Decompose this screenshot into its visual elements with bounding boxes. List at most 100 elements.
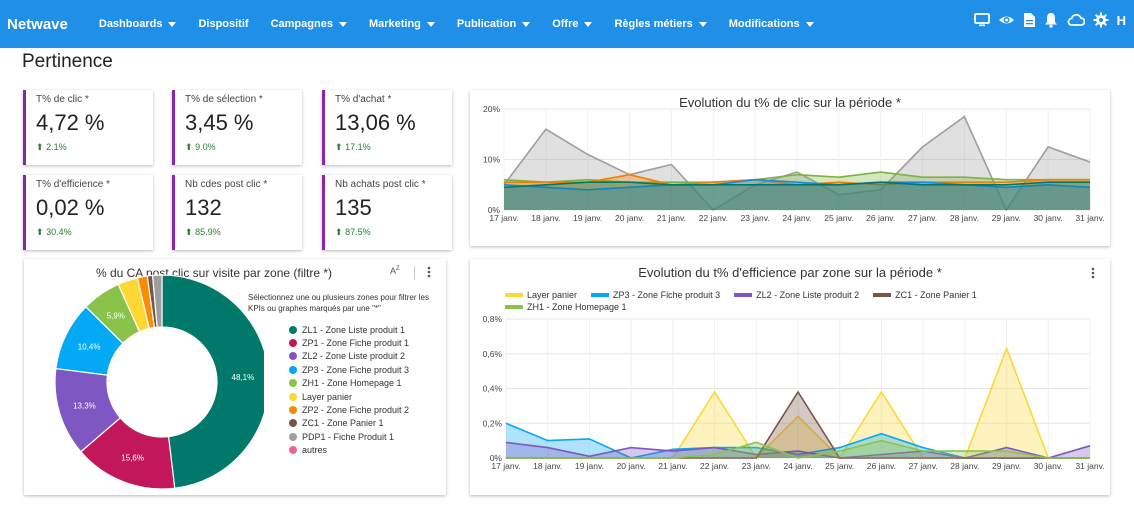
- series-line[interactable]: [503, 181, 1090, 189]
- legend-label: ZP1 - Zone Fiche produit 1: [302, 338, 410, 349]
- x-tick-label: 29 janv.: [992, 213, 1021, 223]
- legend-item[interactable]: autres: [289, 444, 409, 457]
- legend-swatch: [505, 305, 523, 309]
- series-area: [504, 179, 1090, 210]
- chart-efficience[interactable]: 0% 0,2% 0,4% 0,6% 0,8% 17 janv. 18 janv. 19 jan…: [470, 259, 1110, 495]
- series-line[interactable]: [503, 178, 1091, 191]
- kpi-delta: ⬆ 9.0%: [185, 142, 302, 153]
- kpi-card[interactable]: Nb cdes post clic * 132 ⬆ 85.9%: [172, 175, 302, 250]
- kpi-delta: ⬆ 87.5%: [335, 227, 452, 238]
- cloud-icon[interactable]: [1066, 12, 1085, 28]
- nav-item-1[interactable]: Dispositif: [198, 18, 248, 30]
- kpi-label: T% d'efficience *: [36, 179, 110, 190]
- legend-dot: [289, 325, 297, 334]
- sort-az-icon[interactable]: AZ: [390, 266, 400, 276]
- series-area: [504, 182, 1090, 210]
- legend-item[interactable]: Layer panier: [289, 390, 409, 403]
- donut-legend: ZL1 - Zone Liste produit 1 ZP1 - Zone Fic…: [289, 323, 409, 457]
- kpi-delta-value: 17.1%: [345, 142, 371, 152]
- donut-slice-label: 13,3%: [73, 401, 96, 410]
- arrow-up-icon: ⬆: [335, 142, 343, 152]
- kpi-card[interactable]: T% de sélection * 3,45 % ⬆ 9.0%: [172, 90, 302, 165]
- legend-item[interactable]: ZC1 - Zone Panier 1: [873, 289, 977, 301]
- series-line[interactable]: [506, 439, 1090, 459]
- legend-item[interactable]: ZH1 - Zone Homepage 1: [289, 377, 409, 390]
- nav-item-2[interactable]: Campagnes: [271, 18, 347, 30]
- legend-item[interactable]: ZH1 - Zone Homepage 1: [505, 301, 627, 313]
- x-tick-label: 18 janv.: [533, 461, 562, 471]
- x-tick-label: 17 janv.: [491, 461, 520, 471]
- legend-label: ZL2 - Zone Liste produit 2: [302, 351, 406, 362]
- user-menu[interactable]: H: [1116, 12, 1126, 28]
- legend-item[interactable]: ZP1 - Zone Fiche produit 1: [289, 336, 409, 349]
- nav-item-6[interactable]: Règles métiers: [614, 18, 707, 30]
- legend-item[interactable]: ZL1 - Zone Liste produit 1: [289, 323, 409, 336]
- series-area: [506, 442, 1090, 458]
- kpi-card[interactable]: T% de clic * 4,72 % ⬆ 2.1%: [23, 90, 153, 165]
- toolbar-divider: [414, 266, 415, 280]
- nav-item-3[interactable]: Marketing: [369, 18, 435, 30]
- bell-icon[interactable]: [1044, 12, 1058, 28]
- x-tick-label: 31 janv.: [1075, 461, 1104, 471]
- x-tick-label: 21 janv.: [657, 213, 686, 223]
- chevron-down-icon: [698, 21, 707, 27]
- kpi-value: 0,02 %: [36, 195, 105, 220]
- nav-item-0[interactable]: Dashboards: [99, 18, 177, 30]
- kebab-menu-icon[interactable]: [426, 265, 432, 284]
- nav-item-4[interactable]: Publication: [456, 18, 531, 30]
- chart-donut[interactable]: 48,1% 15,6% 13,3% 10,4% 5,9%: [24, 259, 264, 495]
- legend-label: ZL1 - Zone Liste produit 1: [302, 324, 406, 335]
- legend-item[interactable]: ZP2 - Zone Fiche produit 2: [289, 403, 409, 416]
- chevron-down-icon: [805, 21, 814, 27]
- kpi-delta-value: 9.0%: [195, 142, 216, 152]
- nav-item-7[interactable]: Modifications: [729, 18, 814, 30]
- series-area: [506, 423, 1090, 458]
- y-tick-label: 0,8%: [483, 314, 503, 324]
- legend-item[interactable]: ZL2 - Zone Liste produit 2: [734, 289, 859, 301]
- legend-label: autres: [302, 445, 328, 456]
- legend-item[interactable]: ZP3 - Zone Fiche produit 3: [289, 363, 409, 376]
- kebab-menu-icon[interactable]: [1090, 266, 1096, 285]
- chart-clic[interactable]: 0% 10% 20% 17 janv. 18 janv. 19 janv. 20 janv.…: [470, 90, 1110, 246]
- eye-icon[interactable]: [998, 12, 1015, 28]
- document-icon[interactable]: [1023, 12, 1036, 28]
- main-nav: Dashboards Dispositif Campagnes Marketing Pu…: [88, 18, 825, 30]
- monitor-icon[interactable]: [973, 12, 990, 28]
- chevron-down-icon: [584, 21, 593, 27]
- page-title: Pertinence: [22, 51, 113, 72]
- kpi-card[interactable]: Nb achats post clic * 135 ⬆ 87.5%: [322, 175, 452, 250]
- x-tick-label: 17 janv.: [489, 213, 518, 223]
- legend-item[interactable]: ZP3 - Zone Fiche produit 3: [591, 289, 720, 301]
- legend-item[interactable]: PDP1 - Fiche Produit 1: [289, 430, 409, 443]
- donut-slice-label: 48,1%: [232, 373, 255, 382]
- series-line[interactable]: [503, 171, 1090, 184]
- x-tick-label: 30 janv.: [1034, 461, 1063, 471]
- donut-slice[interactable]: [161, 274, 264, 489]
- kpi-delta: ⬆ 30.4%: [36, 227, 153, 238]
- legend-item[interactable]: ZL2 - Zone Liste produit 2: [289, 350, 409, 363]
- kpi-delta: ⬆ 85.9%: [185, 227, 302, 238]
- x-tick-label: 20 janv.: [617, 461, 646, 471]
- kpi-delta-value: 30.4%: [46, 227, 72, 237]
- nav-item-label: Modifications: [728, 18, 800, 30]
- donut-slice[interactable]: [151, 274, 163, 328]
- nav-item-5[interactable]: Offre: [552, 18, 593, 30]
- gear-icon[interactable]: [1093, 12, 1109, 28]
- legend-item[interactable]: ZC1 - Zone Panier 1: [289, 417, 409, 430]
- legend-dot: [289, 365, 297, 374]
- kpi-card[interactable]: T% d'efficience * 0,02 % ⬆ 30.4%: [23, 175, 153, 250]
- chevron-down-icon: [522, 21, 531, 27]
- x-tick-label: 20 janv.: [615, 213, 644, 223]
- nav-item-label: Publication: [456, 18, 517, 30]
- chevron-down-icon: [338, 21, 347, 27]
- x-tick-label: 19 janv.: [573, 213, 602, 223]
- legend-item[interactable]: Layer panier: [505, 289, 577, 301]
- brand-logo[interactable]: Netwave: [7, 15, 68, 33]
- legend-swatch: [591, 293, 610, 297]
- chart-title-efficience: Evolution du t% d'efficience par zone su…: [638, 265, 942, 280]
- nav-item-label: Dispositif: [198, 18, 249, 30]
- kpi-card[interactable]: T% d'achat * 13,06 % ⬆ 17.1%: [322, 90, 452, 165]
- kpi-value: 4,72 %: [36, 110, 105, 135]
- kpi-value: 13,06 %: [335, 110, 416, 135]
- legend-label: ZH1 - Zone Homepage 1: [302, 378, 402, 389]
